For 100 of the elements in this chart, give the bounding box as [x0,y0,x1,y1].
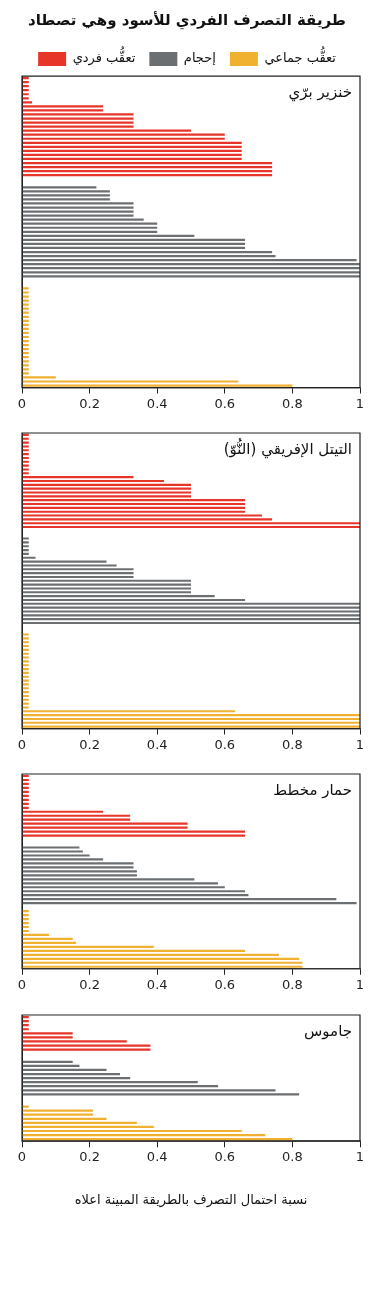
bar [22,491,191,494]
bar [22,679,29,682]
x-tick-label: 1 [355,736,365,752]
bar [22,687,29,690]
bar [22,553,29,556]
bar [22,506,246,510]
bar [22,878,195,881]
bar [22,660,29,663]
bar [22,870,137,873]
bar [22,480,164,483]
bar [22,495,191,498]
bar [22,174,273,177]
bar [22,291,29,294]
bar [22,846,80,849]
bar [22,714,360,717]
x-tick-label: 0.6 [214,977,236,993]
x-tick-label: 1 [355,1149,365,1165]
x-tick-label: 0.2 [79,977,100,993]
bar [22,668,29,671]
bar [22,499,246,502]
bar [22,218,144,221]
bar [22,583,191,586]
bar [22,966,303,969]
bar [22,656,29,659]
bar [22,698,29,702]
bar [22,556,36,559]
bar [22,610,360,613]
bar [22,683,29,686]
bar [22,545,29,548]
bar [22,1044,151,1047]
bar [22,902,357,905]
bar [22,637,29,640]
x-tick-label: 0.8 [282,736,303,752]
x-tick-label: 0.2 [79,395,100,411]
x-tick-label: 0.6 [214,1149,236,1165]
bar [22,526,360,529]
bar [22,242,246,246]
bar [22,862,134,865]
bar [22,161,273,165]
bar [22,234,195,237]
bar [22,942,77,945]
bar [22,818,131,822]
bar [22,811,104,814]
bar [22,295,29,298]
bar [22,718,360,721]
bar [22,866,134,869]
legend-label: تعقُّب جماعي [264,46,337,66]
bar [22,822,188,826]
bar [22,299,29,302]
bar [22,691,29,694]
bar [22,815,131,818]
bar [22,602,360,606]
x-tick-label: 0 [17,977,27,993]
bar [22,210,134,213]
bar [22,568,134,571]
bar [22,206,134,209]
bar [22,254,276,258]
bar [22,133,225,136]
bar [22,641,29,644]
bar [22,238,246,242]
bar [22,645,29,648]
bar [22,695,29,698]
bar [22,834,246,838]
bar [22,246,246,250]
bar [22,890,246,893]
bar [22,476,134,479]
bar [22,958,300,961]
bar [22,384,293,387]
bar [22,117,134,120]
bar [22,954,279,957]
x-tick-label: 1 [355,395,365,411]
bar [22,137,225,140]
bar [22,287,29,290]
x-tick-label: 0.4 [146,736,168,752]
bar [22,170,273,173]
x-tick-label: 0.8 [282,395,303,411]
bar [22,194,110,197]
bar [22,125,134,128]
x-tick-label: 0.8 [282,977,303,993]
bar [22,522,360,525]
bar [22,898,337,901]
bar [22,622,360,625]
bar [22,441,29,444]
bar [22,541,29,544]
bar [22,487,191,490]
bar [22,702,29,705]
bar [22,121,134,124]
bar [22,576,134,579]
bar [22,950,246,953]
bar [22,464,29,467]
bar [22,618,360,621]
x-tick-label: 0.4 [146,977,168,993]
bar [22,250,273,254]
bar [22,579,191,583]
bar [22,145,242,148]
bar [22,962,303,965]
x-tick-label: 0.4 [146,395,168,411]
bar [22,483,191,487]
x-tick-label: 0.2 [79,1149,100,1165]
bar [22,153,242,157]
